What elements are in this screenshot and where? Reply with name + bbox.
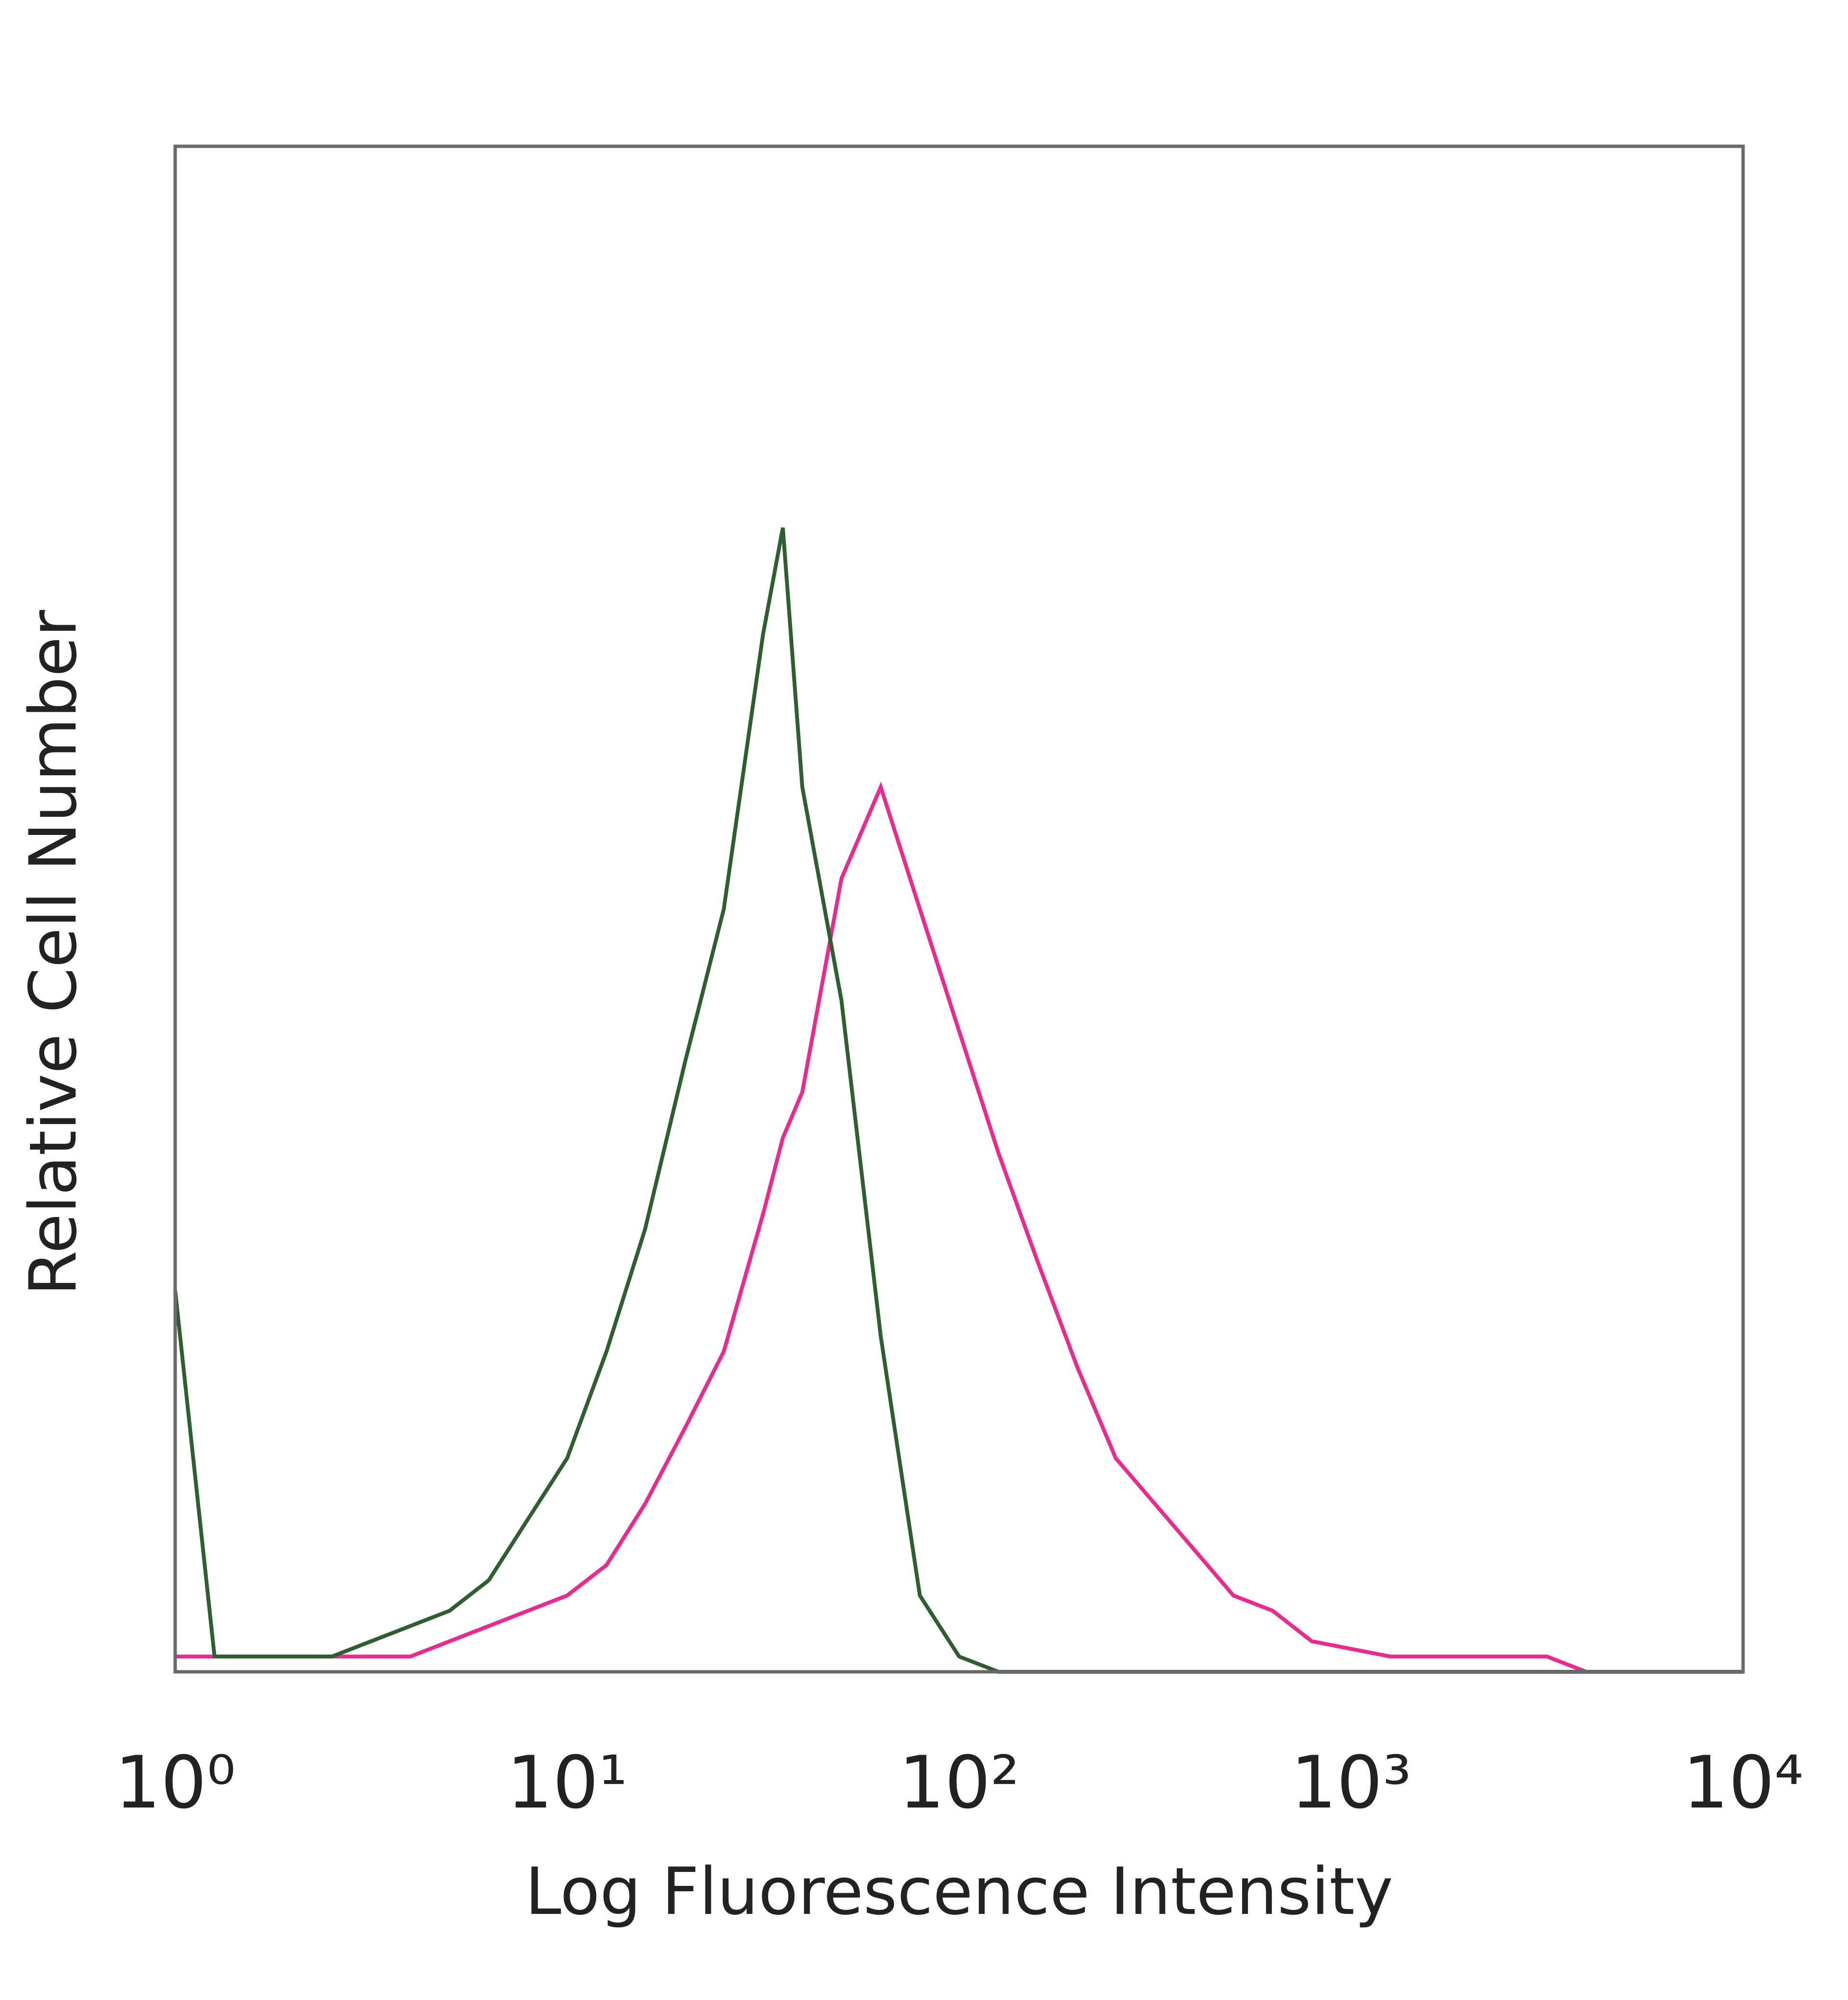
histogram-line bbox=[175, 781, 1743, 1674]
x-tick-label: 10² bbox=[898, 1741, 1019, 1825]
plot-frame bbox=[173, 144, 1745, 1674]
x-tick-label: 10⁰ bbox=[115, 1741, 235, 1825]
x-tick-label: 10³ bbox=[1291, 1741, 1412, 1825]
x-tick-label: 10¹ bbox=[507, 1741, 628, 1825]
x-axis-label: Log Fluorescence Intensity bbox=[525, 1854, 1393, 1929]
y-axis-label: Relative Cell Number bbox=[15, 610, 91, 1295]
x-tick-label: 10⁴ bbox=[1682, 1741, 1803, 1825]
